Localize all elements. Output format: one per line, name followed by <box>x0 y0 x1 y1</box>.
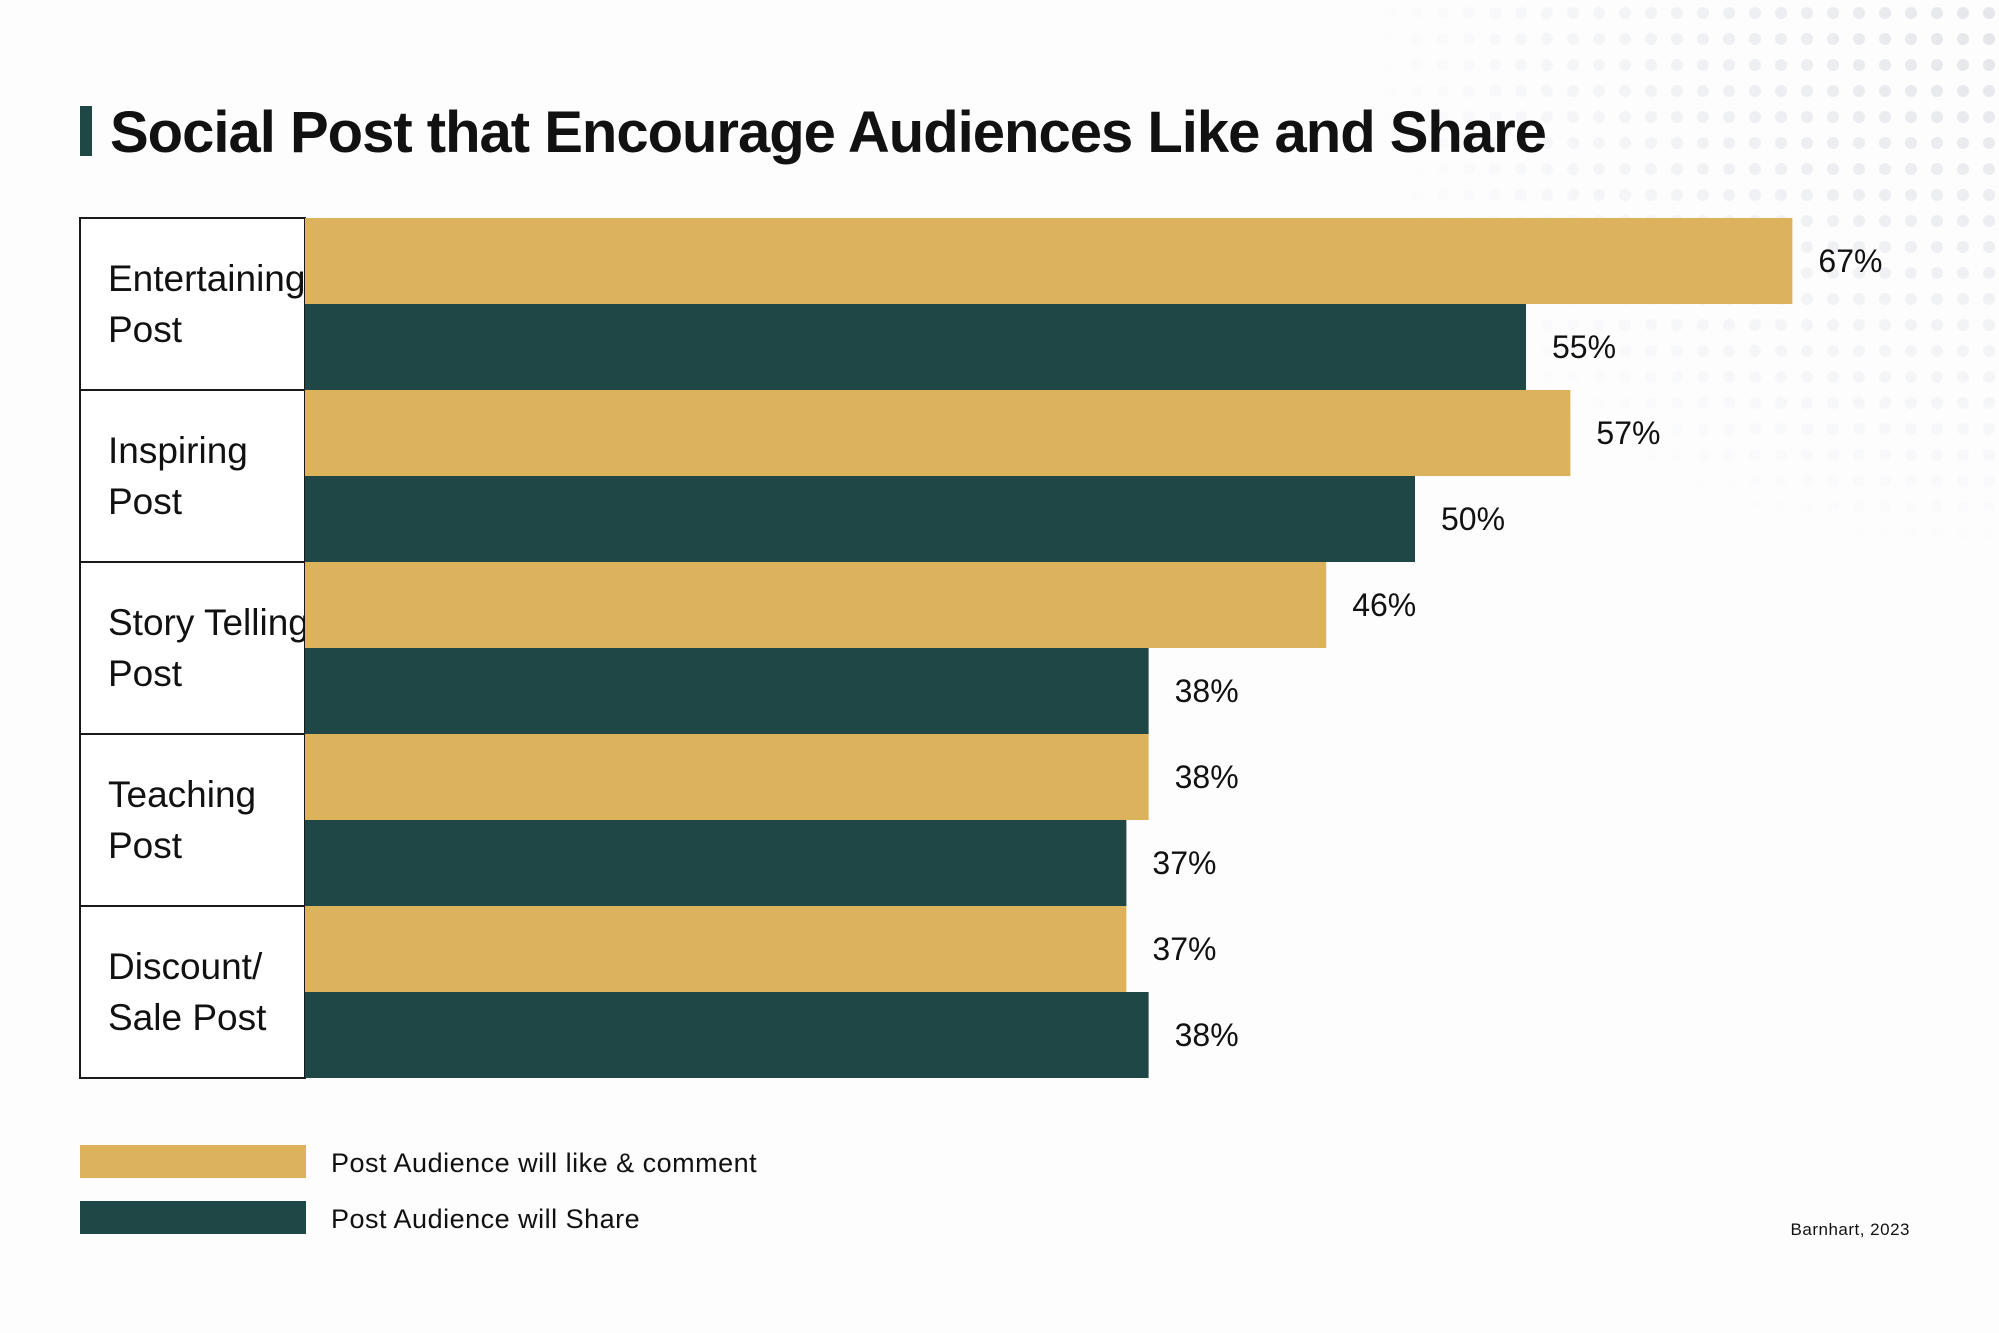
category-label-line: Entertaining <box>108 258 305 299</box>
category-label: Discount/Sale Post <box>108 946 267 1038</box>
category-label-line: Post <box>108 481 183 522</box>
value-label: 57% <box>1596 415 1660 451</box>
value-label: 38% <box>1175 673 1239 709</box>
category-label-line: Teaching <box>108 774 256 815</box>
bar-like-comment <box>305 906 1127 992</box>
category-label: Story Telling Post <box>108 602 309 694</box>
legend-swatch <box>80 1145 306 1178</box>
title-accent-bar <box>80 106 92 156</box>
bar-like-comment <box>305 218 1793 304</box>
value-label: 50% <box>1441 501 1505 537</box>
category-label: Inspiring Post <box>108 430 248 522</box>
value-label: 38% <box>1175 759 1239 795</box>
value-label: 55% <box>1552 329 1616 365</box>
category-label-line: Sale Post <box>108 997 267 1038</box>
category-label-line: Discount/ <box>108 946 263 987</box>
category-table-border <box>79 217 306 1079</box>
category-label-line: Post <box>108 825 183 866</box>
category-label: Entertaining Post <box>108 258 305 350</box>
bar-share <box>305 648 1149 734</box>
category-label-line: Post <box>108 653 183 694</box>
bars-group <box>305 218 1793 1078</box>
legend-label: Post Audience will Share <box>331 1204 640 1234</box>
value-label: 37% <box>1152 845 1216 881</box>
bar-share <box>305 820 1127 906</box>
bar-like-comment <box>305 390 1571 476</box>
legend-swatch <box>80 1201 306 1234</box>
legend-label: Post Audience will like & comment <box>331 1148 757 1178</box>
bar-like-comment <box>305 562 1327 648</box>
chart-legend: Post Audience will like & comment Post Au… <box>80 1145 757 1234</box>
value-label: 37% <box>1152 931 1216 967</box>
value-labels-group: 67% 57% 46% 38% 37% 55% 50% 38% 37% 38% <box>1152 243 1882 1053</box>
bar-share <box>305 476 1415 562</box>
bar-share <box>305 304 1526 390</box>
value-label: 67% <box>1818 243 1882 279</box>
category-label-line: Post <box>108 309 183 350</box>
category-label-line: Inspiring <box>108 430 248 471</box>
bar-like-comment <box>305 734 1149 820</box>
category-label: Teaching Post <box>108 774 256 866</box>
value-label: 46% <box>1352 587 1416 623</box>
source-note: Barnhart, 2023 <box>1791 1220 1910 1239</box>
value-label: 38% <box>1175 1017 1239 1053</box>
bar-share <box>305 992 1149 1078</box>
chart-title: Social Post that Encourage Audiences Lik… <box>110 100 1546 165</box>
category-label-line: Story Telling <box>108 602 309 643</box>
